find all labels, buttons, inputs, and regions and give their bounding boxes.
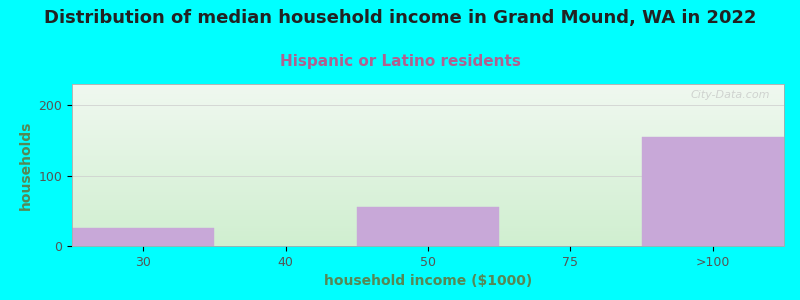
X-axis label: household income ($1000): household income ($1000) — [324, 274, 532, 288]
Bar — [72, 228, 214, 246]
Text: Distribution of median household income in Grand Mound, WA in 2022: Distribution of median household income … — [44, 9, 756, 27]
Y-axis label: households: households — [19, 120, 33, 210]
Text: City-Data.com: City-Data.com — [690, 91, 770, 100]
Bar — [357, 207, 499, 246]
Text: Hispanic or Latino residents: Hispanic or Latino residents — [279, 54, 521, 69]
Bar — [642, 137, 784, 246]
